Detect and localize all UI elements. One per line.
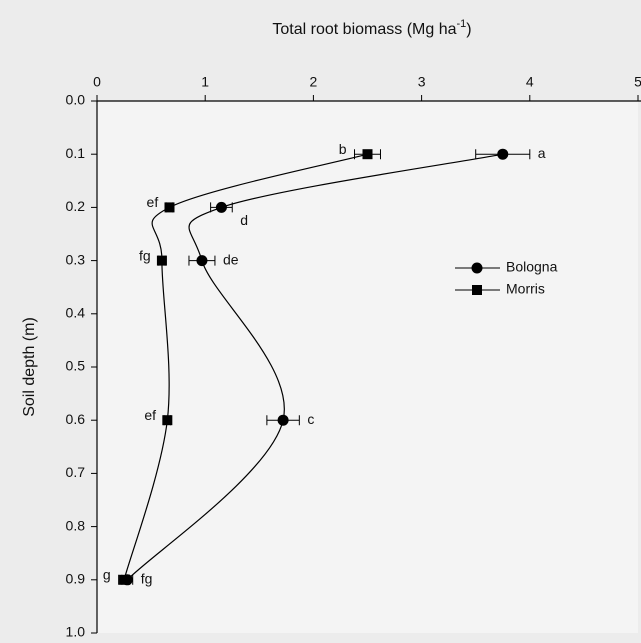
marker: [162, 415, 173, 426]
x-axis-label: Total root biomass (Mg ha-1): [272, 18, 471, 38]
marker: [164, 202, 175, 213]
point-label: c: [307, 411, 314, 427]
point-label: ef: [144, 407, 156, 423]
point-label: ef: [147, 194, 159, 210]
y-tick-label: 1.0: [66, 624, 86, 640]
point-label: fg: [141, 571, 153, 587]
point-label: fg: [139, 247, 151, 263]
x-axis-label-sup: -1: [456, 18, 466, 30]
legend-marker: [472, 285, 482, 295]
y-tick-label: 0.6: [66, 411, 86, 427]
y-tick-label: 0.1: [66, 145, 86, 161]
marker: [156, 255, 167, 266]
y-tick-label: 0.7: [66, 464, 86, 480]
marker: [277, 414, 289, 426]
x-tick-label: 4: [526, 74, 534, 90]
point-label: g: [103, 567, 111, 583]
y-tick-label: 0.0: [66, 92, 86, 108]
point-label: a: [538, 145, 546, 161]
point-label: d: [240, 212, 248, 228]
y-tick-label: 0.5: [66, 358, 86, 374]
y-axis-label: Soil depth (m): [21, 317, 38, 417]
x-tick-label: 2: [310, 74, 318, 90]
y-tick-label: 0.2: [66, 198, 86, 214]
x-tick-label: 0: [93, 74, 101, 90]
y-tick-label: 0.8: [66, 517, 86, 533]
marker: [362, 149, 373, 160]
marker: [215, 201, 227, 213]
x-axis-label-text: Total root biomass (Mg ha: [272, 21, 456, 38]
x-tick-label: 3: [418, 74, 426, 90]
x-tick-label: 5: [634, 74, 641, 90]
y-tick-label: 0.3: [66, 251, 86, 267]
point-label: de: [223, 251, 239, 267]
y-tick-label: 0.4: [66, 305, 86, 321]
marker: [196, 255, 208, 267]
marker: [497, 148, 509, 160]
x-tick-label: 1: [201, 74, 209, 90]
plot-area: [97, 101, 638, 633]
y-tick-label: 0.9: [66, 571, 86, 587]
legend-label: Bologna: [506, 259, 558, 275]
legend-label: Morris: [506, 281, 545, 297]
legend-marker: [471, 262, 483, 274]
x-axis-label-end: ): [466, 21, 471, 38]
marker: [119, 574, 130, 585]
point-label: b: [339, 141, 347, 157]
